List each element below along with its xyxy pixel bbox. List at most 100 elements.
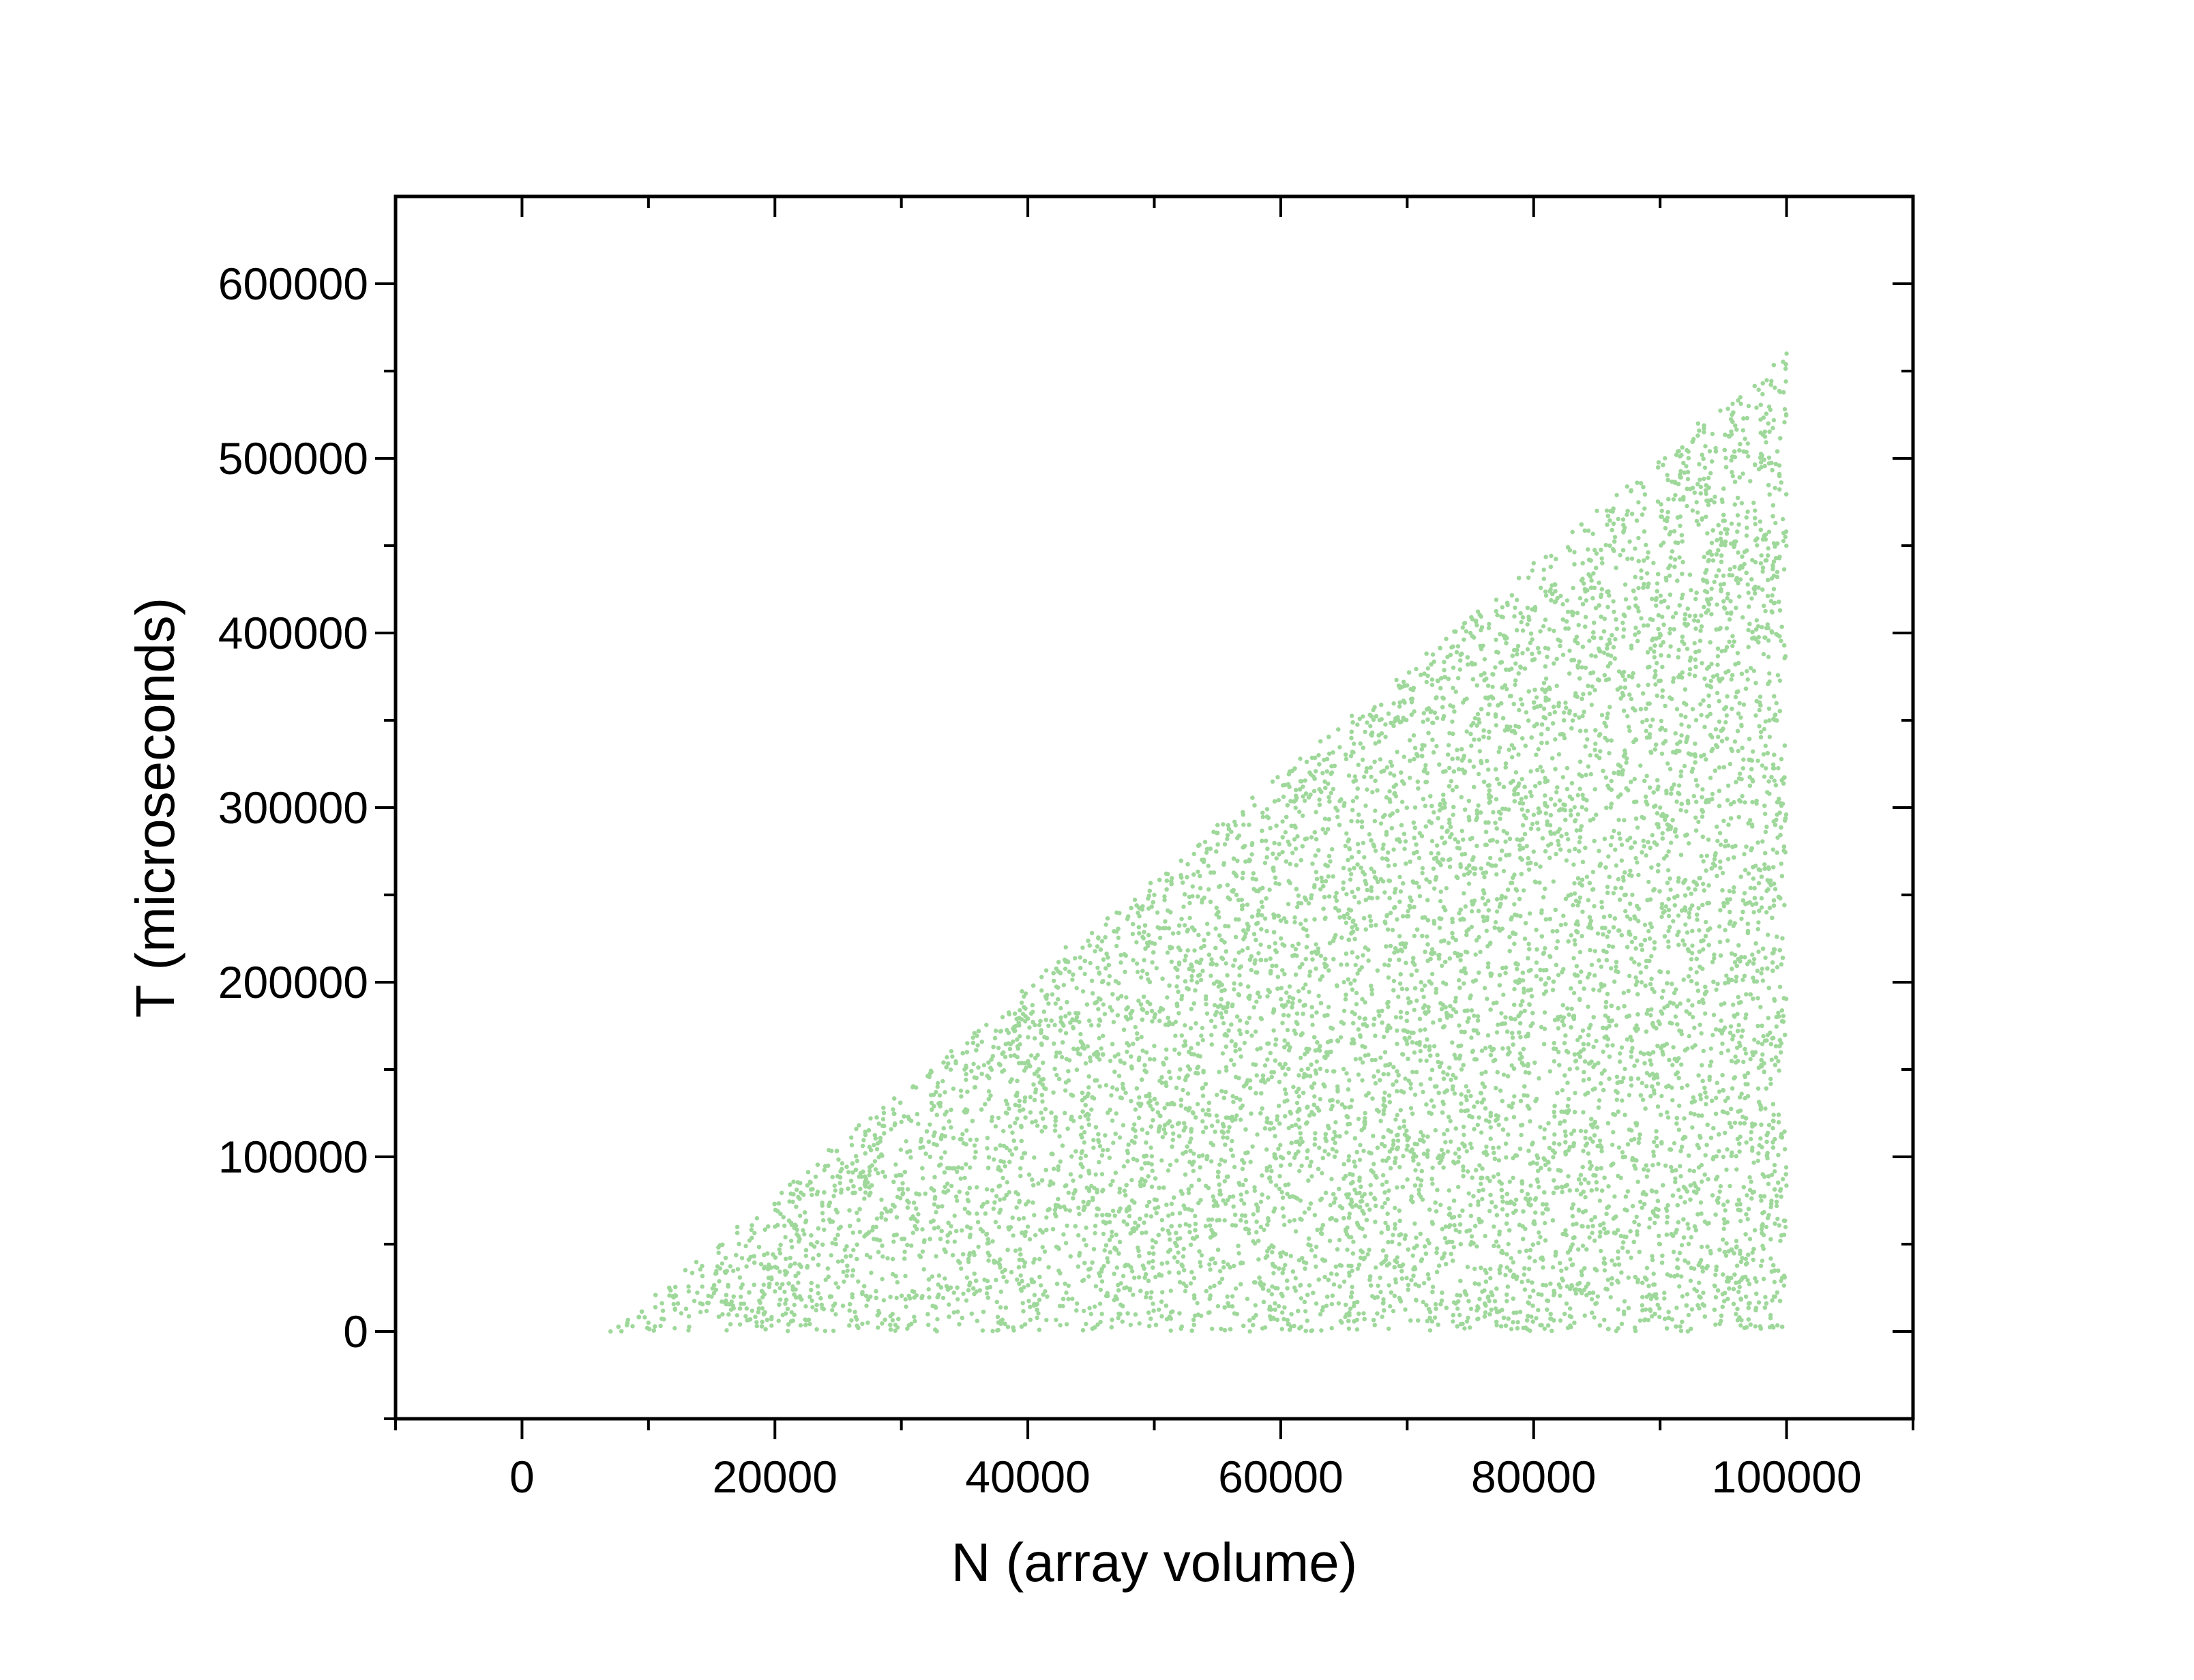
data-point <box>863 1190 868 1195</box>
data-point <box>927 1295 932 1300</box>
data-point <box>1679 1243 1685 1248</box>
data-point <box>1646 928 1651 934</box>
data-point <box>1003 1164 1008 1169</box>
data-point <box>1663 456 1667 461</box>
data-point <box>1097 1084 1102 1089</box>
data-point <box>1739 916 1744 922</box>
data-point <box>1689 951 1695 956</box>
data-point <box>1248 1160 1253 1164</box>
data-point <box>1137 914 1142 919</box>
data-point <box>1175 1237 1180 1241</box>
data-point <box>1265 994 1270 999</box>
data-point <box>1605 522 1610 527</box>
data-point <box>1363 1000 1367 1005</box>
data-point <box>1734 1239 1739 1243</box>
data-point <box>1425 934 1429 939</box>
data-point <box>1725 1048 1731 1053</box>
data-point <box>1673 731 1678 736</box>
data-point <box>1748 1057 1753 1062</box>
data-point <box>949 1125 953 1130</box>
data-point <box>1150 960 1155 965</box>
data-point <box>1575 903 1580 908</box>
data-point <box>1574 634 1580 639</box>
data-point <box>1391 1143 1396 1147</box>
data-point <box>1696 522 1701 527</box>
data-point <box>953 1059 958 1064</box>
data-point <box>1314 876 1320 881</box>
data-point <box>943 1090 947 1095</box>
data-point <box>1568 1257 1573 1262</box>
data-point <box>1713 727 1719 732</box>
data-point <box>1768 1205 1773 1209</box>
data-point <box>1696 1073 1701 1078</box>
data-point <box>1520 807 1524 812</box>
data-point <box>659 1301 664 1306</box>
data-point <box>1689 957 1694 962</box>
data-point <box>1749 822 1755 827</box>
data-point <box>1772 778 1777 783</box>
data-point <box>1718 859 1723 864</box>
data-point <box>1344 920 1349 926</box>
data-point <box>1751 1257 1755 1263</box>
data-point <box>1402 846 1407 851</box>
data-point <box>1366 1052 1371 1057</box>
data-point <box>1504 1213 1510 1218</box>
data-point <box>1421 994 1426 999</box>
data-point <box>1745 1071 1751 1076</box>
data-point <box>1280 1195 1286 1200</box>
data-point <box>1736 1289 1741 1295</box>
data-point <box>1670 615 1676 619</box>
data-point <box>1341 1067 1346 1072</box>
data-point <box>1191 1323 1196 1327</box>
data-point <box>1572 938 1577 943</box>
data-point <box>686 1314 692 1319</box>
data-point <box>1144 971 1150 977</box>
data-point <box>796 1194 801 1200</box>
data-point <box>951 1291 957 1295</box>
data-point <box>1760 839 1765 844</box>
data-point <box>1743 1294 1749 1299</box>
data-point <box>1558 1318 1563 1323</box>
data-point <box>1462 851 1468 857</box>
data-point <box>1678 469 1683 473</box>
data-point <box>1705 590 1710 595</box>
data-point <box>1704 514 1708 519</box>
data-point <box>810 1305 815 1310</box>
data-point <box>1535 1177 1540 1182</box>
data-point <box>928 1122 932 1127</box>
data-point <box>1636 500 1641 505</box>
data-point <box>1740 977 1745 982</box>
data-point <box>1592 787 1597 792</box>
data-point <box>1099 1046 1104 1051</box>
data-point <box>900 1181 905 1185</box>
data-point <box>1725 900 1730 905</box>
data-point <box>1230 1138 1234 1144</box>
data-point <box>1723 928 1728 932</box>
data-point <box>1571 990 1577 996</box>
data-point <box>1494 608 1498 614</box>
data-point <box>1368 1191 1374 1196</box>
data-point <box>1352 774 1358 779</box>
data-point <box>1737 1284 1742 1290</box>
data-point <box>1355 971 1360 976</box>
data-point <box>1510 1035 1515 1040</box>
data-point <box>796 1280 801 1285</box>
data-point <box>1314 769 1318 773</box>
data-point <box>1750 799 1755 805</box>
data-point <box>1748 885 1753 891</box>
data-point <box>1209 1159 1214 1164</box>
data-point <box>1365 787 1369 792</box>
data-point <box>1777 984 1783 990</box>
data-point <box>1564 858 1569 863</box>
data-point <box>1587 971 1592 977</box>
data-point <box>1515 1320 1520 1325</box>
data-point <box>1344 891 1349 897</box>
data-point <box>1295 1021 1300 1027</box>
data-point <box>985 1136 990 1140</box>
data-point <box>787 1199 792 1204</box>
data-point <box>953 1194 959 1199</box>
data-point <box>743 1314 748 1318</box>
data-point <box>1267 887 1272 892</box>
data-point <box>1682 763 1687 769</box>
data-point <box>955 1169 960 1175</box>
